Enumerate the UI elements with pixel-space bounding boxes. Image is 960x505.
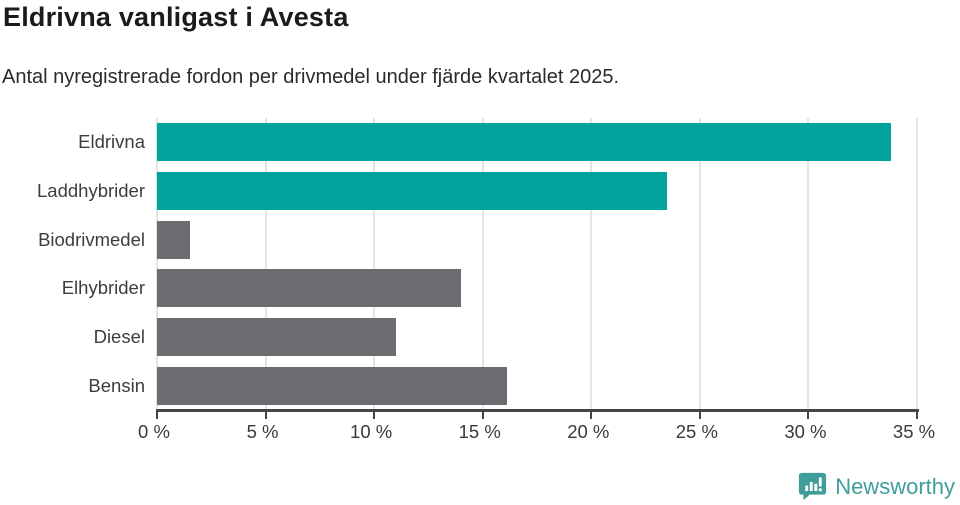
bar <box>157 366 507 405</box>
axis-tick-label: 10 % <box>350 421 393 442</box>
gridline <box>481 118 484 410</box>
chart-row: Diesel <box>0 313 960 362</box>
bar <box>157 269 461 308</box>
gridline <box>698 118 701 410</box>
gridline <box>916 118 918 410</box>
axis-tick <box>481 412 484 419</box>
bar <box>157 171 668 210</box>
bar <box>157 317 396 356</box>
category-label: Laddhybrider <box>37 179 145 201</box>
chart-row: Biodrivmedel <box>0 215 960 264</box>
axis-tick <box>916 412 918 419</box>
axis-tick-label: 30 % <box>784 421 827 442</box>
bar <box>157 123 891 162</box>
gridline <box>590 118 593 410</box>
chart-title: Eldrivna vanligast i Avesta <box>3 2 349 32</box>
chart-row: Laddhybrider <box>0 167 960 216</box>
chart-row: Bensin <box>0 361 960 410</box>
axis-tick-label: 5 % <box>246 421 279 442</box>
category-label: Diesel <box>93 325 145 347</box>
gridline <box>807 118 810 410</box>
category-label: Elhybrider <box>61 277 145 299</box>
axis-tick <box>698 412 701 419</box>
axis-tick-label: 35 % <box>892 421 936 442</box>
gridline <box>373 118 376 410</box>
axis-tick <box>590 412 593 419</box>
chart-row: Eldrivna <box>0 118 960 167</box>
axis-tick-label: 20 % <box>567 421 610 442</box>
gridline <box>264 118 267 410</box>
category-label: Bensin <box>88 374 145 396</box>
bar <box>157 220 190 259</box>
gridline <box>156 118 158 410</box>
brand-name: Newsworthy <box>835 473 955 499</box>
newsworthy-logo: Newsworthy <box>798 472 955 501</box>
bar-chart: Eldrivna Laddhybrider Biodrivmedel Elhybrid… <box>0 118 960 410</box>
axis-tick-label: 25 % <box>675 421 718 442</box>
category-label: Eldrivna <box>78 131 145 153</box>
chart-row: Elhybrider <box>0 264 960 313</box>
axis-tick <box>373 412 376 419</box>
x-axis-line <box>156 409 919 412</box>
plot-gridlines <box>0 118 960 410</box>
speech-bubble-bar-chart-icon <box>799 472 827 501</box>
axis-tick-label: 15 % <box>458 421 501 442</box>
axis-tick <box>156 412 158 419</box>
category-label: Biodrivmedel <box>38 228 145 250</box>
chart-subtitle: Antal nyregistrerade fordon per drivmede… <box>2 66 620 88</box>
axis-tick <box>264 412 267 419</box>
axis-tick-label: 0 % <box>138 421 170 442</box>
axis-tick <box>807 412 810 419</box>
